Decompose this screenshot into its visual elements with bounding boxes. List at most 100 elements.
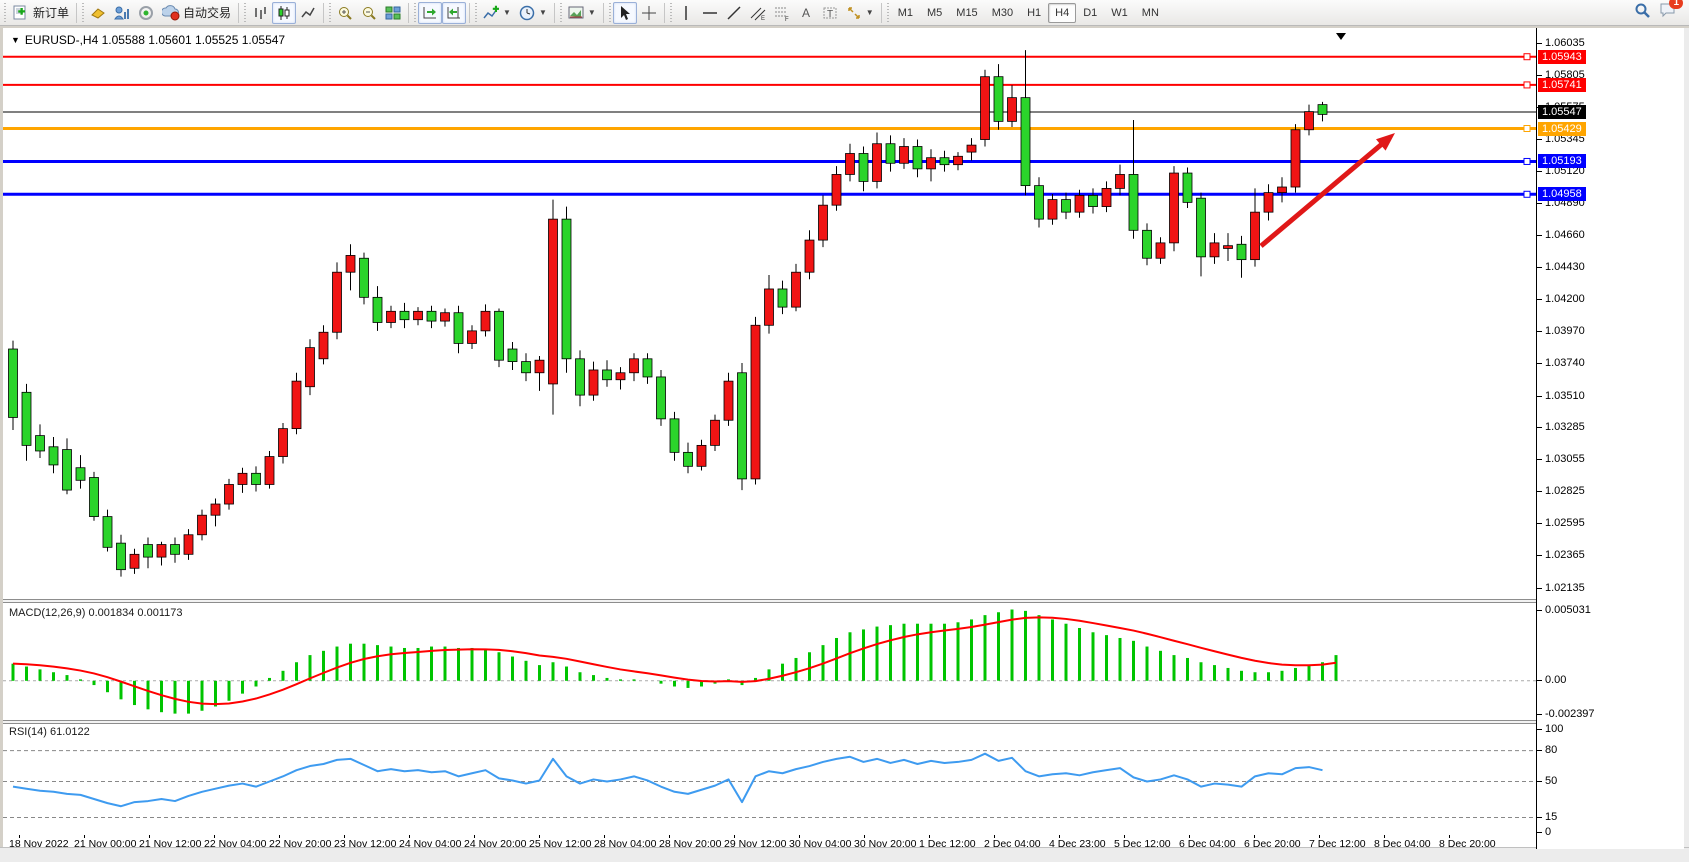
price-tick: 1.03970 (1537, 325, 1585, 338)
candle (278, 428, 288, 457)
vline-icon (678, 5, 694, 21)
candle (1209, 242, 1220, 258)
candle (1047, 199, 1058, 220)
market-icon (90, 5, 106, 21)
market-button[interactable] (86, 2, 110, 24)
line-chart-icon (300, 5, 316, 21)
candle (170, 544, 180, 555)
news-button[interactable] (134, 2, 158, 24)
channel-button[interactable]: E (746, 2, 770, 24)
macd-panel[interactable] (3, 604, 1536, 720)
line-anchor[interactable] (1523, 190, 1531, 198)
line-anchor[interactable] (1523, 157, 1531, 165)
timeframe-m15-button[interactable]: M15 (956, 6, 978, 19)
tile-windows-button[interactable] (381, 2, 405, 24)
candle (318, 331, 329, 360)
candle (8, 348, 18, 418)
rsi-axis-tick: 15 (1536, 810, 1558, 823)
templates-button[interactable]: ▼ (564, 2, 600, 24)
chart-shift-marker[interactable] (1336, 33, 1346, 40)
timeframe-m1-button[interactable]: M1 (897, 6, 913, 19)
search-icon[interactable] (1634, 2, 1651, 24)
toolbar-button-label: 新订单 (33, 6, 70, 20)
tester-button[interactable] (110, 2, 134, 24)
rsi-panel[interactable] (3, 724, 1536, 835)
candle (156, 544, 167, 558)
zoom-out-button[interactable] (357, 2, 381, 24)
timeframe-m30-button[interactable]: M30 (991, 6, 1014, 19)
line-anchor[interactable] (1523, 53, 1531, 61)
periods-button[interactable]: ▼ (515, 2, 551, 24)
candle (183, 534, 194, 555)
vline-button[interactable] (674, 2, 698, 24)
candle (561, 218, 572, 360)
trendline-button[interactable] (722, 2, 746, 24)
zoom-out-icon (361, 5, 377, 21)
price-tick: 1.04660 (1537, 228, 1585, 241)
toolbar-grip (669, 2, 672, 23)
chevron-down-icon[interactable]: ▼ (11, 35, 20, 45)
candle (21, 391, 32, 446)
candle (1196, 197, 1206, 258)
crosshair-button[interactable] (637, 2, 661, 24)
bar-chart-button[interactable] (248, 2, 272, 24)
candle (291, 380, 302, 430)
arrow-annotation[interactable] (1259, 140, 1386, 248)
toolbar-grip (886, 2, 889, 23)
fibonacci-icon: F (774, 5, 790, 21)
timeframe-d1-button[interactable]: D1 (1083, 6, 1098, 19)
line-chart-button[interactable] (296, 2, 320, 24)
candle (116, 542, 126, 571)
toolbar-separator (76, 2, 78, 23)
hline-button[interactable] (698, 2, 722, 24)
notifications-button[interactable]: 1 (1659, 0, 1683, 23)
line-anchor[interactable] (1523, 125, 1531, 133)
price-tick: 1.03055 (1537, 453, 1585, 466)
text-label-button[interactable]: T (818, 2, 842, 24)
candle (305, 347, 315, 388)
candle (1236, 243, 1247, 261)
text-icon: A (798, 5, 814, 21)
candle (642, 358, 653, 378)
candle-chart-button[interactable] (272, 1, 297, 24)
price-tick: 1.03740 (1537, 357, 1585, 370)
zoom-in-button[interactable] (333, 2, 357, 24)
toolbar-separator (408, 2, 410, 23)
candle (467, 330, 477, 344)
timeframe-w1-button[interactable]: W1 (1111, 6, 1128, 19)
line-anchor[interactable] (1523, 81, 1531, 89)
candle (1101, 188, 1112, 207)
chart-shift-button[interactable] (442, 1, 467, 24)
toolbar-grip (608, 2, 611, 23)
timeframe-h1-button[interactable]: H1 (1027, 6, 1042, 19)
svg-text:E: E (761, 16, 765, 21)
indicators-button[interactable]: ▼ (479, 2, 515, 24)
text-button[interactable]: A (794, 2, 818, 24)
price-axis[interactable]: 1.060351.058051.055751.053451.051201.048… (1536, 28, 1684, 849)
toolbar-grip (559, 2, 562, 23)
price-tick: 1.03510 (1537, 389, 1585, 402)
timeframe-m5-button[interactable]: M5 (927, 6, 943, 19)
chart-window[interactable]: ▼ EURUSD-,H4 1.05588 1.05601 1.05525 1.0… (0, 26, 1689, 850)
candle (1007, 97, 1017, 122)
rsi-line (12, 752, 1323, 808)
candle (507, 348, 518, 362)
price-tick: 1.04200 (1537, 293, 1585, 306)
main-price-chart[interactable] (3, 32, 1536, 603)
auto-scroll-button[interactable] (418, 1, 443, 24)
toolbar-separator (553, 2, 555, 23)
timeframe-mn-button[interactable]: MN (1141, 6, 1159, 19)
svg-text:F: F (785, 17, 789, 21)
panel-splitter[interactable] (3, 720, 1689, 724)
panel-splitter[interactable] (3, 599, 1689, 603)
arrows-button[interactable]: ▼ (842, 2, 878, 24)
new-order-button[interactable]: 新订单 (8, 2, 73, 24)
candle (210, 503, 221, 516)
autotrade-button[interactable]: 自动交易 (158, 2, 235, 24)
toolbar-grip (329, 2, 332, 23)
cursor-button[interactable] (612, 1, 637, 24)
candle (359, 257, 369, 298)
timeframe-h4-button[interactable]: H4 (1048, 2, 1077, 23)
fibonacci-button[interactable]: F (770, 2, 794, 24)
candle (575, 358, 585, 396)
